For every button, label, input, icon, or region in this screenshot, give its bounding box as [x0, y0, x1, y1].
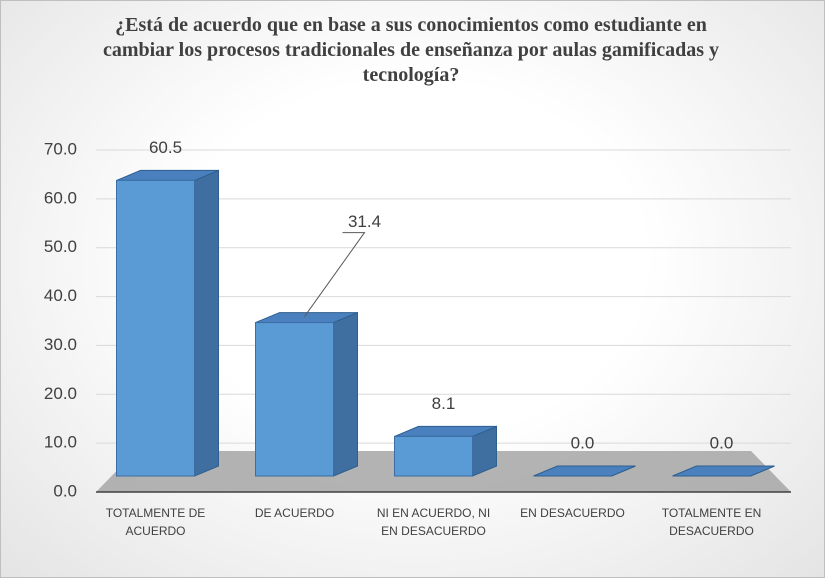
bar: [116, 169, 219, 477]
data-label: 0.0: [571, 433, 595, 452]
x-tick-label: DE ACUERDO: [254, 506, 335, 520]
data-label: 0.0: [710, 433, 734, 452]
y-tick-label: 10.0: [44, 433, 77, 452]
data-label: 31.4: [348, 212, 381, 231]
bar: [255, 311, 358, 477]
y-tick-label: 30.0: [44, 335, 77, 354]
x-tick-label: TOTALMENTE DE ACUERDO: [105, 506, 206, 538]
y-tick-label: 50.0: [44, 237, 77, 256]
data-label: 60.5: [149, 138, 182, 157]
leader-line: [304, 232, 366, 317]
y-tick-label: 0.0: [53, 481, 77, 500]
bar: [533, 465, 636, 477]
bar: [394, 425, 497, 477]
x-tick-label: NI EN ACUERDO, NI EN DESACUERDO: [376, 506, 491, 538]
chart-title: ¿Está de acuerdo que en base a sus conoc…: [102, 14, 720, 86]
x-tick-label: EN DESACUERDO: [520, 506, 625, 520]
y-tick-label: 60.0: [44, 188, 77, 207]
x-tick-label: TOTALMENTE EN DESACUERDO: [661, 506, 762, 538]
y-tick-label: 70.0: [44, 139, 77, 158]
bar: [672, 465, 775, 477]
y-tick-label: 40.0: [44, 286, 77, 305]
data-label: 8.1: [432, 394, 456, 413]
y-tick-label: 20.0: [44, 384, 77, 403]
